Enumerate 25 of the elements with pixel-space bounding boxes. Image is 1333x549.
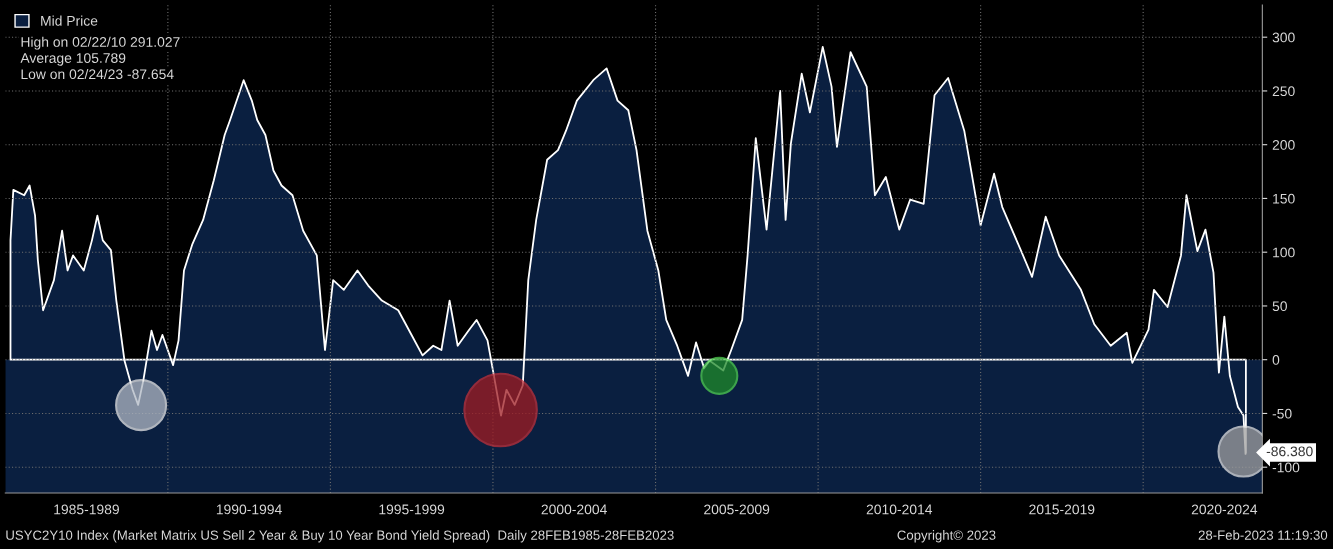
text: Copyright© 2023 <box>897 530 996 543</box>
y-tick-label: -50 <box>1272 408 1292 419</box>
x-tick-label: 2000-2004 <box>541 504 607 515</box>
x-tick-label: 2020-2024 <box>1191 504 1258 515</box>
y-tick-label: 200 <box>1272 140 1295 150</box>
annotation: High on 02/22/10 291.027 <box>21 36 180 50</box>
text: USYC2Y10 Index (Market Matrix US Sell 2 Year & Buy 10 Year Bond Yield Spread) Daily 28FEB1985-28FEB2023 <box>6 530 674 543</box>
x-tick-label: 2005-2009 <box>704 504 770 515</box>
x-tick-label: 1985-1989 <box>54 504 119 515</box>
y-tick-label: 100 <box>1273 247 1295 258</box>
annotation: Low on 02/24/23 -87.654 <box>21 68 174 80</box>
y-tick-label: 50 <box>1272 301 1287 312</box>
x-tick-label: 2010-2014 <box>866 504 933 515</box>
y-tick-label: 150 <box>1273 193 1295 204</box>
annotation: Average 105.789 <box>20 53 126 66</box>
annotation: -86.380 <box>1266 446 1313 457</box>
text: 28-Feb-2023 11:19:30 <box>1198 530 1328 540</box>
y-tick-label: 300 <box>1272 32 1295 43</box>
y-tick-label: 0 <box>1272 355 1280 365</box>
x-tick-label: 2015-2019 <box>1029 504 1095 515</box>
y-tick-label: 250 <box>1272 86 1295 97</box>
x-tick-label: 1995-1999 <box>379 504 445 515</box>
x-tick-label: 1990-1994 <box>216 504 282 515</box>
y-tick-label: -100 <box>1272 462 1300 473</box>
legend-label: Mid Price <box>41 15 98 26</box>
